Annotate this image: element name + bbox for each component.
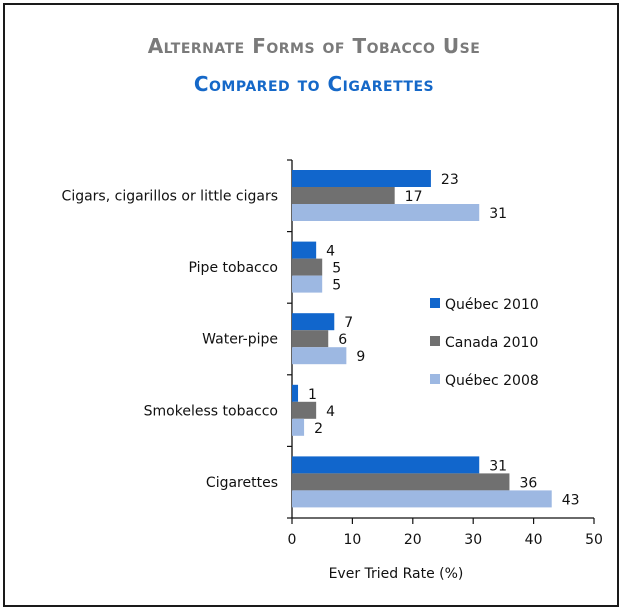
bar <box>292 330 329 348</box>
bar <box>292 241 317 259</box>
legend-swatch <box>430 336 440 346</box>
bar <box>292 275 323 293</box>
bar <box>292 187 395 204</box>
legend-swatch <box>430 298 440 308</box>
legend-swatch <box>430 374 440 384</box>
x-tick-label: 50 <box>585 532 603 548</box>
bar <box>292 401 317 419</box>
data-label: 6 <box>338 332 347 348</box>
category-label: Cigars, cigarillos or little cigars <box>62 189 278 205</box>
x-axis-label: Ever Tried Rate (%) <box>329 566 464 582</box>
data-label: 31 <box>489 206 507 222</box>
bar <box>292 473 510 491</box>
legend-label: Canada 2010 <box>445 335 538 351</box>
bar <box>292 204 480 221</box>
x-tick-label: 30 <box>464 532 482 548</box>
data-label: 43 <box>562 492 580 508</box>
bar <box>292 418 305 436</box>
data-label: 2 <box>314 421 323 437</box>
data-label: 17 <box>405 189 423 205</box>
bar <box>292 384 299 402</box>
bar <box>292 170 431 187</box>
bar <box>292 258 323 276</box>
x-tick-label: 0 <box>288 532 297 548</box>
x-tick-label: 20 <box>404 532 422 548</box>
data-label: 4 <box>326 404 335 420</box>
data-label: 5 <box>332 261 341 277</box>
bar <box>292 313 335 331</box>
labels: Cigars, cigarillos or little cigars23173… <box>62 172 580 508</box>
data-label: 1 <box>308 387 317 403</box>
data-label: 5 <box>332 278 341 294</box>
legend-label: Québec 2010 <box>445 297 539 313</box>
data-label: 7 <box>344 315 353 331</box>
bar <box>292 456 480 474</box>
legend-label: Québec 2008 <box>445 373 539 389</box>
bar <box>292 347 347 365</box>
chart-title: Alternate Forms of Tobacco Use <box>147 34 481 58</box>
category-label: Cigarettes <box>206 475 278 491</box>
data-label: 9 <box>356 349 365 365</box>
bars <box>292 170 552 508</box>
data-label: 23 <box>441 172 459 188</box>
category-label: Smokeless tobacco <box>144 403 278 419</box>
x-tick-label: 40 <box>525 532 543 548</box>
category-label: Pipe tobacco <box>189 260 278 276</box>
chart-subtitle: Compared to Cigarettes <box>193 72 435 96</box>
data-label: 4 <box>326 244 335 260</box>
x-tick-label: 10 <box>343 532 361 548</box>
category-label: Water-pipe <box>202 332 278 348</box>
bar <box>292 490 552 508</box>
data-label: 31 <box>489 458 507 474</box>
data-label: 36 <box>519 475 537 491</box>
legend: Québec 2010 Canada 2010 Québec 2008 <box>430 297 539 389</box>
